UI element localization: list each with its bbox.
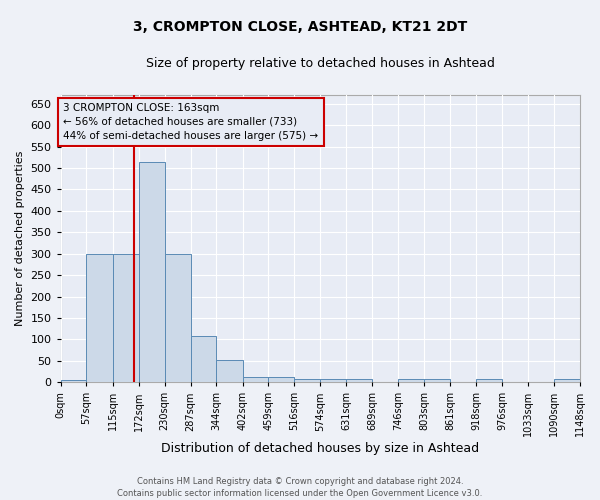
Bar xyxy=(139,162,165,382)
Title: Size of property relative to detached houses in Ashtead: Size of property relative to detached ho… xyxy=(146,58,495,70)
Bar xyxy=(86,254,113,382)
Bar xyxy=(554,378,580,382)
Bar xyxy=(346,378,373,382)
Bar xyxy=(113,254,139,382)
Bar xyxy=(268,376,294,382)
Bar xyxy=(61,380,86,382)
Bar xyxy=(191,336,217,382)
Bar xyxy=(398,378,424,382)
Bar xyxy=(476,378,502,382)
Bar xyxy=(217,360,242,382)
Text: Contains HM Land Registry data © Crown copyright and database right 2024.
Contai: Contains HM Land Registry data © Crown c… xyxy=(118,476,482,498)
Y-axis label: Number of detached properties: Number of detached properties xyxy=(15,151,25,326)
Text: 3, CROMPTON CLOSE, ASHTEAD, KT21 2DT: 3, CROMPTON CLOSE, ASHTEAD, KT21 2DT xyxy=(133,20,467,34)
Bar xyxy=(424,378,450,382)
Bar xyxy=(294,378,320,382)
Bar xyxy=(165,254,191,382)
Text: 3 CROMPTON CLOSE: 163sqm
← 56% of detached houses are smaller (733)
44% of semi-: 3 CROMPTON CLOSE: 163sqm ← 56% of detach… xyxy=(64,103,319,141)
Bar xyxy=(320,378,346,382)
Bar xyxy=(242,376,268,382)
X-axis label: Distribution of detached houses by size in Ashtead: Distribution of detached houses by size … xyxy=(161,442,479,455)
